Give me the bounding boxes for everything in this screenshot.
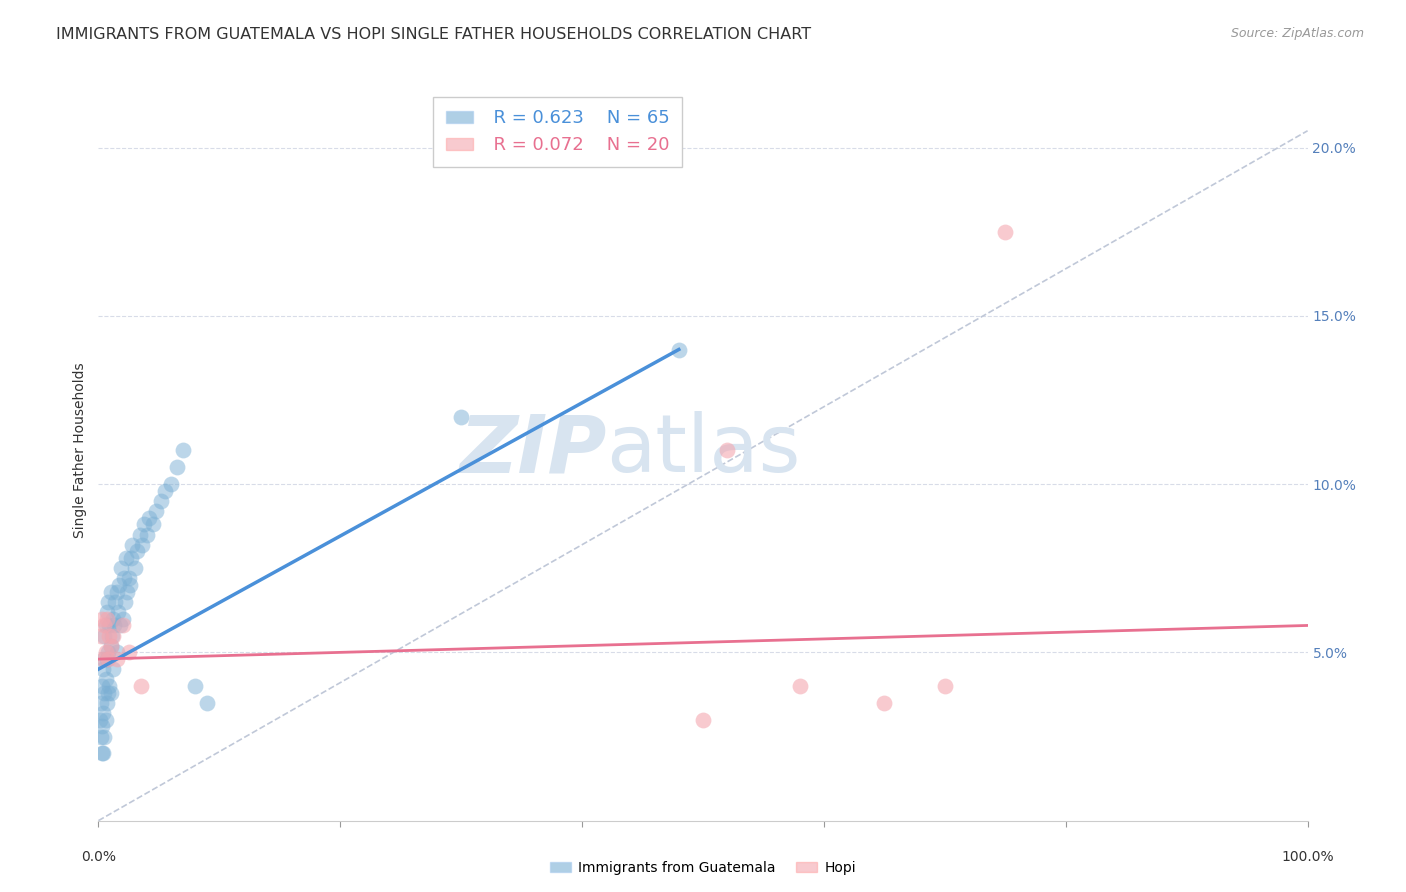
- Point: [94, 713, 117, 727]
- Point: [91, 652, 114, 666]
- Point: [93, 652, 115, 666]
- Point: [104, 595, 127, 609]
- Point: [97, 595, 120, 609]
- Y-axis label: Single Father Households: Single Father Households: [73, 363, 87, 538]
- Point: [100, 639, 122, 653]
- Point: [184, 679, 207, 693]
- Point: [96, 652, 118, 666]
- Point: [93, 686, 115, 700]
- Point: [93, 628, 115, 642]
- Point: [112, 571, 135, 585]
- Point: [107, 605, 129, 619]
- Point: [100, 584, 122, 599]
- Text: atlas: atlas: [606, 411, 800, 490]
- Point: [934, 679, 956, 693]
- Point: [145, 504, 167, 518]
- Point: [91, 662, 114, 676]
- Point: [166, 460, 188, 475]
- Point: [111, 612, 134, 626]
- Point: [100, 628, 122, 642]
- Point: [135, 527, 157, 541]
- Point: [128, 527, 150, 541]
- Point: [93, 730, 115, 744]
- Point: [94, 673, 117, 687]
- Point: [94, 645, 117, 659]
- Point: [994, 225, 1017, 239]
- Point: [108, 618, 131, 632]
- Point: [94, 618, 117, 632]
- Point: [716, 443, 738, 458]
- Point: [160, 477, 183, 491]
- Point: [105, 645, 128, 659]
- Point: [101, 662, 124, 676]
- Point: [111, 618, 134, 632]
- Point: [450, 409, 472, 424]
- Point: [91, 747, 114, 761]
- Point: [93, 618, 115, 632]
- Point: [114, 595, 136, 609]
- Point: [153, 483, 176, 498]
- Point: [142, 517, 165, 532]
- Point: [91, 719, 114, 733]
- Point: [110, 561, 132, 575]
- Point: [101, 612, 124, 626]
- Text: 0.0%: 0.0%: [82, 850, 115, 864]
- Point: [120, 551, 142, 566]
- Point: [90, 696, 112, 710]
- Point: [127, 544, 149, 558]
- Point: [668, 343, 690, 357]
- Legend: Immigrants from Guatemala, Hopi: Immigrants from Guatemala, Hopi: [544, 855, 862, 880]
- Point: [103, 618, 125, 632]
- Point: [91, 679, 114, 693]
- Point: [118, 578, 141, 592]
- Point: [90, 628, 112, 642]
- Point: [101, 628, 124, 642]
- Point: [134, 517, 156, 532]
- Point: [96, 612, 118, 626]
- Point: [118, 571, 141, 585]
- Point: [150, 494, 173, 508]
- Point: [100, 639, 122, 653]
- Point: [131, 538, 153, 552]
- Point: [90, 730, 112, 744]
- Point: [115, 551, 138, 566]
- Point: [105, 652, 128, 666]
- Point: [105, 584, 128, 599]
- Point: [91, 706, 114, 720]
- Legend:   R = 0.623    N = 65,   R = 0.072    N = 20: R = 0.623 N = 65, R = 0.072 N = 20: [433, 96, 682, 167]
- Text: 100.0%: 100.0%: [1281, 850, 1334, 864]
- Point: [97, 652, 120, 666]
- Point: [91, 612, 114, 626]
- Point: [117, 584, 139, 599]
- Point: [96, 605, 118, 619]
- Point: [121, 538, 143, 552]
- Point: [692, 713, 714, 727]
- Text: Source: ZipAtlas.com: Source: ZipAtlas.com: [1230, 27, 1364, 40]
- Point: [195, 696, 218, 710]
- Point: [91, 747, 114, 761]
- Point: [118, 645, 141, 659]
- Text: IMMIGRANTS FROM GUATEMALA VS HOPI SINGLE FATHER HOUSEHOLDS CORRELATION CHART: IMMIGRANTS FROM GUATEMALA VS HOPI SINGLE…: [56, 27, 811, 42]
- Point: [138, 510, 160, 524]
- Point: [96, 696, 118, 710]
- Point: [873, 696, 896, 710]
- Point: [97, 645, 120, 659]
- Point: [100, 686, 122, 700]
- Point: [789, 679, 811, 693]
- Point: [98, 628, 121, 642]
- Point: [89, 713, 111, 727]
- Point: [124, 561, 146, 575]
- Point: [97, 686, 120, 700]
- Point: [129, 679, 152, 693]
- Point: [108, 578, 131, 592]
- Point: [172, 443, 194, 458]
- Text: ZIP: ZIP: [458, 411, 606, 490]
- Point: [98, 618, 121, 632]
- Point: [98, 679, 121, 693]
